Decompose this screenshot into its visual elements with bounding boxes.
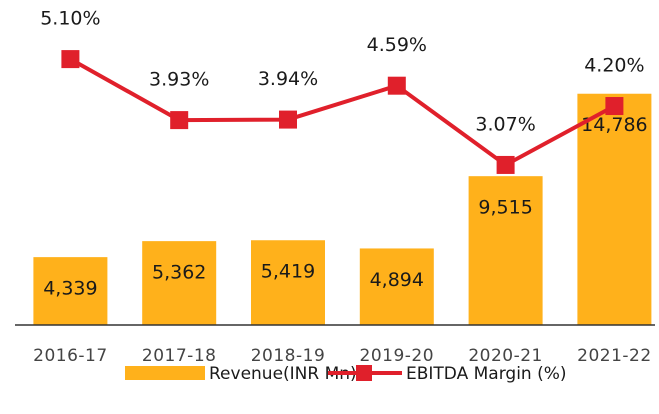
line-label: 4.59% [367, 34, 427, 56]
legend-swatch [125, 366, 205, 380]
line-marker [170, 111, 189, 130]
bar-label: 5,362 [152, 262, 206, 284]
line [69, 57, 616, 168]
line-marker [279, 110, 297, 129]
bar-label: 5,419 [261, 261, 315, 283]
x-tick-label: 2018-19 [251, 346, 326, 366]
bar [468, 176, 543, 325]
bar [142, 241, 217, 325]
legend-label: Revenue(INR Mn) [209, 364, 357, 384]
line-label: 3.93% [149, 69, 209, 91]
x-tick-label: 2017-18 [142, 346, 217, 366]
line-label: 4.20% [584, 55, 644, 77]
bar-label: 14,786 [581, 114, 647, 136]
legend-swatch [356, 365, 372, 381]
line-marker [387, 76, 406, 95]
line-label: 5.10% [40, 8, 100, 30]
bar [33, 257, 108, 325]
bar-label: 9,515 [478, 197, 532, 219]
bar [577, 93, 652, 325]
x-tick-label: 2019-20 [360, 346, 435, 366]
x-tick-label: 2020-21 [468, 346, 543, 366]
bar [251, 240, 325, 325]
bar-label: 4,339 [43, 278, 97, 300]
bar-label: 4,894 [370, 269, 424, 291]
bar [359, 248, 434, 325]
line-marker [605, 97, 624, 116]
x-tick-label: 2021-22 [577, 346, 652, 366]
x-tick-label: 2016-17 [33, 346, 108, 366]
line-label: 3.94% [258, 68, 318, 90]
legend-label: EBITDA Margin (%) [406, 364, 567, 384]
line-label: 3.07% [475, 113, 535, 135]
line-marker [61, 50, 80, 69]
line-marker [496, 155, 515, 174]
